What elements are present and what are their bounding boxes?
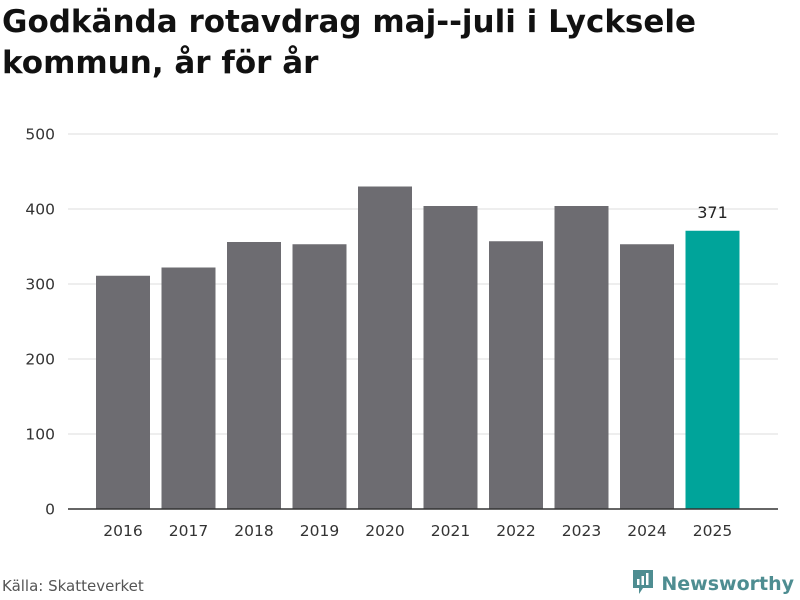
bar-2016 (96, 275, 150, 509)
x-tick-label: 2016 (103, 522, 142, 540)
brand-name: Newsworthy (661, 573, 794, 595)
x-tick-label: 2021 (431, 522, 470, 540)
data-labels: 371 (697, 203, 728, 222)
x-tick-label: 2024 (627, 522, 666, 540)
x-axis-tick-labels: 2016 2017 2018 2019 2020 2021 2022 2023 2024 2025 (103, 522, 732, 540)
y-tick-label: 100 (25, 426, 55, 444)
x-tick-label: 2017 (169, 522, 208, 540)
bar-2023 (554, 206, 609, 509)
bar-2021 (423, 206, 478, 509)
x-tick-label: 2023 (562, 522, 601, 540)
x-tick-label: 2018 (234, 522, 273, 540)
x-tick-label: 2020 (365, 522, 404, 540)
y-tick-label: 300 (25, 276, 55, 294)
source-note: Källa: Skatteverket (2, 577, 144, 595)
y-axis-tick-labels: 0 100 200 300 400 500 (25, 126, 55, 519)
y-tick-label: 0 (45, 501, 55, 519)
bar-2017 (161, 267, 216, 509)
bar-2024 (620, 244, 674, 509)
y-tick-label: 500 (25, 126, 55, 144)
newsworthy-logo-icon (631, 568, 655, 600)
brand-logo[interactable]: Newsworthy (631, 569, 794, 599)
x-tick-label: 2019 (300, 522, 339, 540)
bar-2020 (358, 186, 412, 509)
bar-2025 (685, 230, 740, 509)
chart-title: Godkända rotavdrag maj--juli i Lycksele … (2, 4, 697, 81)
x-tick-label: 2025 (693, 522, 732, 540)
bars (96, 186, 740, 509)
bar-2019 (292, 244, 347, 509)
x-tick-label: 2022 (496, 522, 535, 540)
bar-2018 (227, 242, 281, 509)
y-tick-label: 400 (25, 201, 55, 219)
bar-2022 (489, 241, 543, 509)
y-tick-label: 200 (25, 351, 55, 369)
data-label: 371 (697, 203, 728, 222)
